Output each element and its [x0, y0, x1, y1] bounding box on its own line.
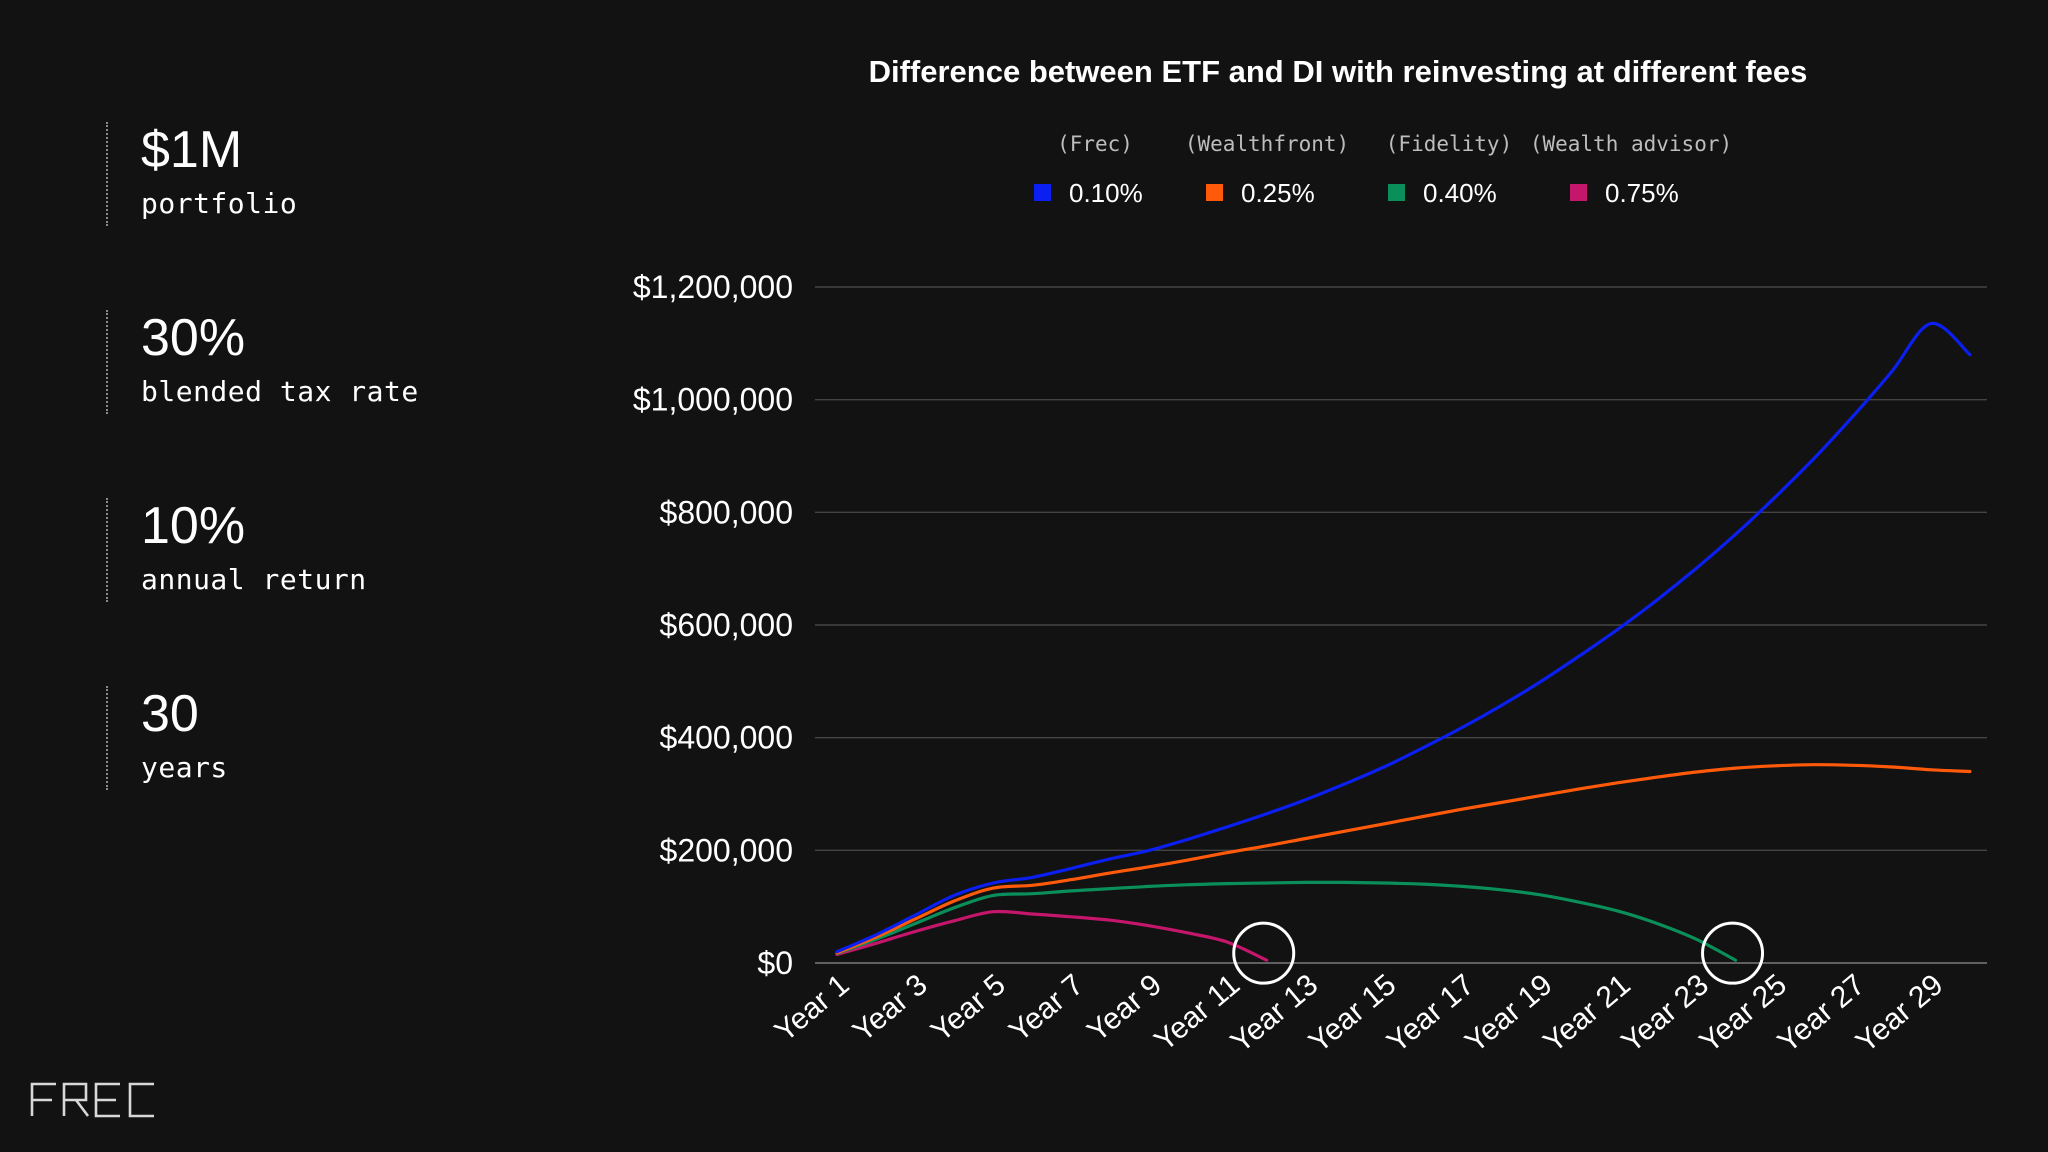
x-tick-label: Year 5 [925, 968, 1012, 1048]
legend-swatch [1034, 184, 1051, 201]
stat-label: portfolio [141, 187, 298, 220]
stat-value: 10% [141, 497, 246, 555]
series-line-0-40pct [835, 880, 1738, 962]
y-tick-label: $600,000 [660, 607, 793, 643]
y-tick-label: $400,000 [660, 720, 793, 756]
legend: (Frec) 0.10% (Wealthfront) 0.25% (Fidelity) 0… [1034, 132, 1732, 208]
legend-provider: (Wealthfront) [1185, 132, 1349, 156]
x-tick-label: Year 19 [1459, 968, 1559, 1059]
legend-swatch [1570, 184, 1587, 201]
legend-label: 0.10% [1069, 178, 1143, 208]
series-line-0-25pct [835, 763, 1972, 955]
stat-label: annual return [141, 563, 367, 596]
x-tick-label: Year 17 [1381, 968, 1481, 1059]
series-lines [835, 321, 1972, 962]
x-tick-label: Year 7 [1003, 968, 1090, 1048]
stat-annual-return: 10% annual return [106, 498, 561, 602]
stat-value: 30% [141, 309, 246, 367]
y-tick-label: $200,000 [660, 832, 793, 868]
stat-label: years [141, 751, 228, 784]
y-tick-label: $800,000 [660, 494, 793, 530]
x-tick-label: Year 29 [1850, 968, 1950, 1059]
x-tick-label: Year 27 [1772, 968, 1872, 1059]
legend-swatch [1388, 184, 1405, 201]
annotation-circle [1701, 921, 1765, 985]
y-tick-label: $1,200,000 [633, 269, 793, 305]
x-tick-label: Year 3 [847, 968, 934, 1048]
stat-label: blended tax rate [141, 375, 419, 408]
chart-title: Difference between ETF and DI with reinv… [869, 54, 1808, 89]
y-axis-ticks: $0 $200,000 $400,000 $600,000 $800,000 $1,000… [633, 269, 793, 981]
series-line-0-75pct [835, 909, 1269, 962]
annotations [1232, 921, 1765, 985]
legend-label: 0.40% [1423, 178, 1497, 208]
legend-provider: (Wealth advisor) [1530, 132, 1732, 156]
stat-tax-rate: 30% blended tax rate [106, 310, 561, 414]
legend-label: 0.25% [1241, 178, 1315, 208]
y-tick-label: $1,000,000 [633, 382, 793, 418]
y-tick-label: $0 [757, 945, 793, 981]
x-tick-label: Year 23 [1615, 968, 1715, 1059]
gridlines [815, 286, 1987, 964]
stat-portfolio: $1M portfolio [106, 122, 561, 226]
legend-label: 0.75% [1605, 178, 1679, 208]
x-tick-label: Year 15 [1303, 968, 1403, 1059]
stat-years: 30 years [106, 686, 561, 790]
annotation-circle [1232, 921, 1296, 985]
stat-value: 30 [141, 685, 199, 743]
frec-logo [30, 1082, 154, 1118]
legend-swatch [1206, 184, 1223, 201]
stat-value: $1M [141, 121, 243, 179]
legend-provider: (Fidelity) [1386, 132, 1512, 156]
x-tick-label: Year 21 [1537, 968, 1637, 1059]
x-tick-label: Year 11 [1148, 968, 1246, 1058]
series-line-0-10pct [835, 321, 1972, 954]
legend-provider: (Frec) [1057, 132, 1133, 156]
